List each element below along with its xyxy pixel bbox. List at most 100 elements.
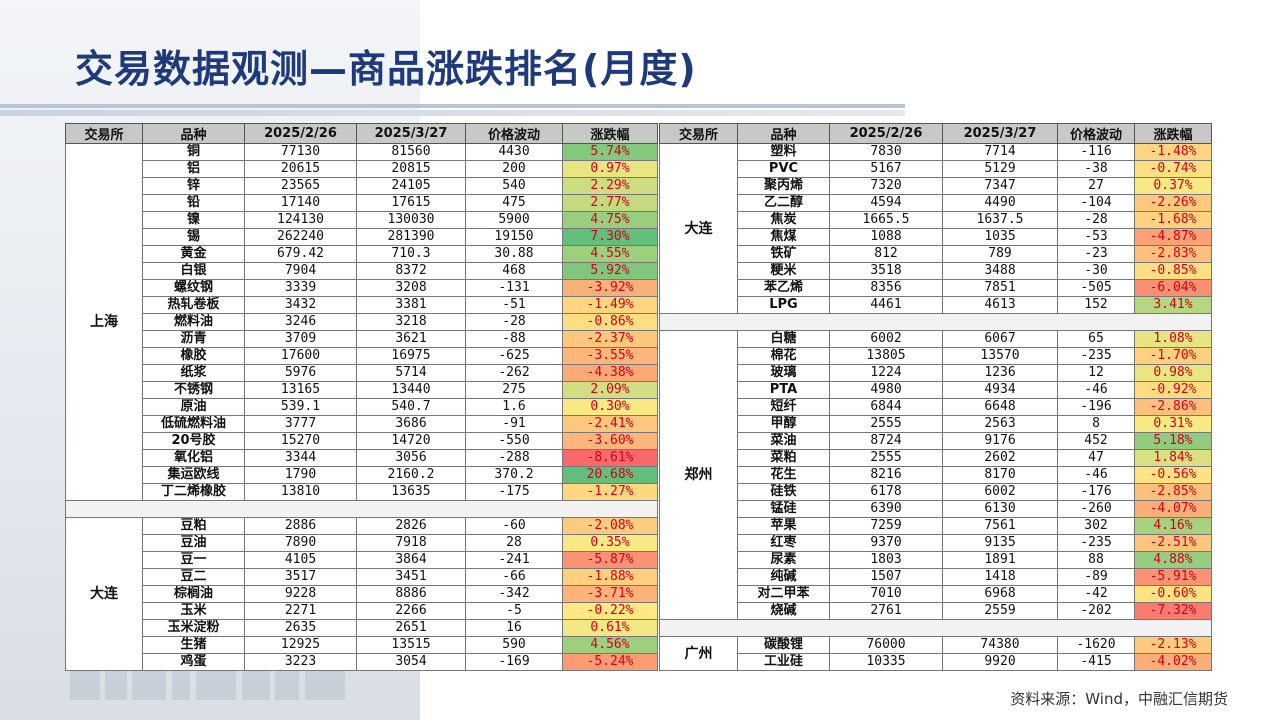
percent-change: -2.85% xyxy=(1134,483,1212,501)
price-start: 17140 xyxy=(244,194,357,212)
price-change: -51 xyxy=(465,296,563,314)
price-end: 6002 xyxy=(942,483,1058,501)
percent-change: 20.68% xyxy=(562,466,658,484)
price-change: -288 xyxy=(465,449,563,467)
commodity-name: PTA xyxy=(737,381,830,399)
commodity-name: 菜油 xyxy=(737,432,830,450)
table-row: 黄金 679.42 710.3 30.88 4.55% xyxy=(66,245,658,263)
price-start: 4594 xyxy=(829,194,943,212)
commodity-name: 生猪 xyxy=(142,636,245,654)
exchange-cell: 广州 xyxy=(659,636,738,671)
price-start: 1803 xyxy=(829,551,943,569)
price-end: 3451 xyxy=(356,568,466,586)
price-start: 1507 xyxy=(829,568,943,586)
price-change: 275 xyxy=(465,381,563,399)
price-change: -89 xyxy=(1057,568,1135,586)
price-change: -169 xyxy=(465,653,563,671)
price-change: -196 xyxy=(1057,398,1135,416)
commodity-name: 尿素 xyxy=(737,551,830,569)
percent-change: -2.08% xyxy=(562,517,658,535)
commodity-name: 烧碱 xyxy=(737,602,830,620)
price-end: 24105 xyxy=(356,177,466,195)
commodity-name: 苹果 xyxy=(737,517,830,535)
percent-change: 4.56% xyxy=(562,636,658,654)
header-commodity: 品种 xyxy=(737,123,830,144)
table-row: 焦炭 1665.5 1637.5 -28 -1.68% xyxy=(660,211,1212,229)
price-change: -241 xyxy=(465,551,563,569)
price-end: 20815 xyxy=(356,160,466,178)
table-row: 白银 7904 8372 468 5.92% xyxy=(66,262,658,280)
price-end: 5129 xyxy=(942,160,1058,178)
commodity-name: 丁二烯橡胶 xyxy=(142,483,245,501)
commodity-name: 对二甲苯 xyxy=(737,585,830,603)
percent-change: 1.84% xyxy=(1134,449,1212,467)
table-row: 菜油 8724 9176 452 5.18% xyxy=(660,432,1212,450)
data-source-note: 资料来源：Wind，中融汇信期货 xyxy=(1010,690,1228,708)
price-change: -38 xyxy=(1057,160,1135,178)
price-end: 2602 xyxy=(942,449,1058,467)
price-start: 17600 xyxy=(244,347,357,365)
price-start: 13805 xyxy=(829,347,943,365)
price-start: 1224 xyxy=(829,364,943,382)
table-row: 生猪 12925 13515 590 4.56% xyxy=(66,636,658,654)
table-row: 燃料油 3246 3218 -28 -0.86% xyxy=(66,313,658,331)
percent-change: -1.49% xyxy=(562,296,658,314)
price-start: 3517 xyxy=(244,568,357,586)
price-end: 9135 xyxy=(942,534,1058,552)
commodity-name: 短纤 xyxy=(737,398,830,416)
table-row: 螺纹钢 3339 3208 -131 -3.92% xyxy=(66,279,658,297)
exchange-cell: 大连 xyxy=(659,143,738,314)
percent-change: 0.98% xyxy=(1134,364,1212,382)
percent-change: -2.83% xyxy=(1134,245,1212,263)
table-row: 苹果 7259 7561 302 4.16% xyxy=(660,517,1212,535)
table-row: 棉花 13805 13570 -235 -1.70% xyxy=(660,347,1212,365)
price-change: -202 xyxy=(1057,602,1135,620)
price-end: 3056 xyxy=(356,449,466,467)
commodity-name: 花生 xyxy=(737,466,830,484)
price-end: 2651 xyxy=(356,619,466,637)
price-start: 1790 xyxy=(244,466,357,484)
price-end: 2160.2 xyxy=(356,466,466,484)
separator-cell xyxy=(659,619,1212,637)
price-start: 13810 xyxy=(244,483,357,501)
percent-change: 5.18% xyxy=(1134,432,1212,450)
percent-change: -2.86% xyxy=(1134,398,1212,416)
price-end: 2559 xyxy=(942,602,1058,620)
commodity-name: 镍 xyxy=(142,211,245,229)
price-end: 14720 xyxy=(356,432,466,450)
price-change: -176 xyxy=(1057,483,1135,501)
price-end: 1035 xyxy=(942,228,1058,246)
table-row: 铅 17140 17615 475 2.77% xyxy=(66,194,658,212)
price-start: 6002 xyxy=(829,330,943,348)
header-price-change: 价格波动 xyxy=(1057,123,1135,144)
table-row: 铝 20615 20815 200 0.97% xyxy=(66,160,658,178)
price-change: 540 xyxy=(465,177,563,195)
price-end: 17615 xyxy=(356,194,466,212)
price-start: 8216 xyxy=(829,466,943,484)
percent-change: -1.68% xyxy=(1134,211,1212,229)
exchange-cell: 大连 xyxy=(65,517,143,671)
percent-change: -2.26% xyxy=(1134,194,1212,212)
price-end: 1637.5 xyxy=(942,211,1058,229)
header-exchange: 交易所 xyxy=(659,123,738,144)
commodity-name: 菜粕 xyxy=(737,449,830,467)
table-row: 不锈钢 13165 13440 275 2.09% xyxy=(66,381,658,399)
exchange-cell: 郑州 xyxy=(659,330,738,620)
table-row: 烧碱 2761 2559 -202 -7.32% xyxy=(660,602,1212,620)
percent-change: 2.29% xyxy=(562,177,658,195)
percent-change: -0.85% xyxy=(1134,262,1212,280)
price-end: 9920 xyxy=(942,653,1058,671)
price-end: 81560 xyxy=(356,143,466,161)
commodity-name: PVC xyxy=(737,160,830,178)
table-row: 豆一 4105 3864 -241 -5.87% xyxy=(66,551,658,569)
commodity-name: 塑料 xyxy=(737,143,830,161)
percent-change: 0.31% xyxy=(1134,415,1212,433)
price-start: 1088 xyxy=(829,228,943,246)
percent-change: -0.60% xyxy=(1134,585,1212,603)
price-end: 281390 xyxy=(356,228,466,246)
commodity-name: 原油 xyxy=(142,398,245,416)
commodity-name: 甲醇 xyxy=(737,415,830,433)
price-end: 3218 xyxy=(356,313,466,331)
price-end: 2826 xyxy=(356,517,466,535)
price-change: -28 xyxy=(465,313,563,331)
